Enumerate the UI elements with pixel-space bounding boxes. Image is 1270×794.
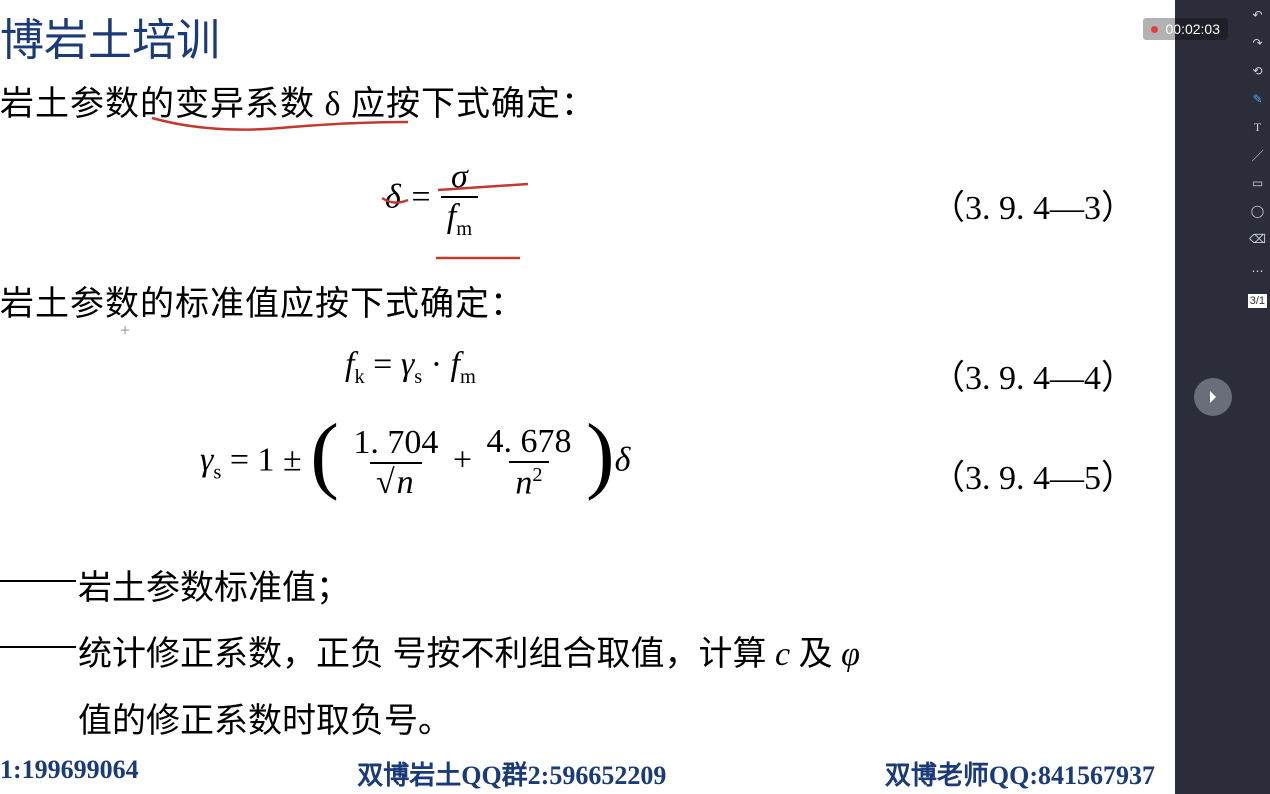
dash-icon bbox=[0, 646, 76, 648]
pen-icon[interactable]: ✎ bbox=[1249, 90, 1267, 108]
eq1-label: （3. 9. 4—3） bbox=[931, 180, 1135, 229]
line-icon[interactable]: ／ bbox=[1249, 146, 1267, 164]
equation-2: fk = γs · fm bbox=[345, 346, 476, 389]
definition-1: 岩土参数标准值； bbox=[0, 556, 860, 622]
footer: 1:199699064 双博岩土QQ群2:596652209 双博老师QQ:84… bbox=[0, 755, 1175, 792]
rect-icon[interactable]: ▭ bbox=[1249, 174, 1267, 192]
recording-indicator: 00:02:03 bbox=[1143, 18, 1229, 40]
next-page-button[interactable] bbox=[1194, 378, 1232, 416]
record-dot-icon bbox=[1151, 26, 1158, 33]
definition-list: 岩土参数标准值； 统计修正系数，正负 号按不利组合取值，计算 c 及 φ 值的修… bbox=[0, 556, 860, 755]
footer-mid: 双博岩土QQ群2:596652209 bbox=[357, 755, 666, 792]
para1-pre: 岩土参数的 bbox=[0, 86, 175, 123]
footer-left: 1:199699064 bbox=[0, 755, 139, 792]
chevron-right-icon bbox=[1205, 389, 1221, 405]
document-page: 博岩土培训 岩土参数的变异系数 δ 应按下式确定： δ = σ fm （3. 9… bbox=[0, 0, 1175, 794]
page-count: 3/1 bbox=[1248, 294, 1267, 308]
red-underline-annotation bbox=[150, 116, 410, 136]
text-icon[interactable]: T bbox=[1249, 118, 1267, 136]
footer-right: 双博老师QQ:841567937 bbox=[885, 755, 1155, 792]
annotation-toolbar: ↶ ↷ ⟲ ✎ T ／ ▭ ◯ ⌫ 3/1 ⋯ bbox=[1245, 0, 1270, 794]
eq3-term1: 1. 704 √n bbox=[347, 426, 444, 500]
eq3-term2: 4. 678 n2 bbox=[481, 425, 578, 500]
erase-icon[interactable]: ⌫ bbox=[1249, 230, 1267, 248]
undo-icon[interactable]: ↶ bbox=[1249, 6, 1267, 24]
recording-time: 00:02:03 bbox=[1166, 21, 1221, 37]
paragraph-2: 岩土参数的标准值应按下式确定： bbox=[0, 276, 525, 325]
definition-2-cont: 值的修正系数时取负号。 bbox=[0, 689, 860, 755]
dash-icon bbox=[0, 580, 76, 582]
eq2-label: （3. 9. 4—4） bbox=[931, 350, 1135, 399]
definition-2: 统计修正系数，正负 号按不利组合取值，计算 c 及 φ bbox=[0, 622, 860, 688]
red-annotation-eq1 bbox=[378, 176, 538, 266]
circle-icon[interactable]: ◯ bbox=[1249, 202, 1267, 220]
redo-icon[interactable]: ↷ bbox=[1249, 34, 1267, 52]
more-icon[interactable]: ⋯ bbox=[1249, 262, 1267, 280]
eq3-label: （3. 9. 4—5） bbox=[931, 450, 1135, 499]
cursor-mark: + bbox=[120, 320, 130, 341]
equation-3: γs = 1 ± ( 1. 704 √n + 4. 678 n2 )δ bbox=[200, 425, 630, 500]
clear-icon[interactable]: ⟲ bbox=[1249, 62, 1267, 80]
brand-title: 博岩土培训 bbox=[0, 4, 220, 68]
